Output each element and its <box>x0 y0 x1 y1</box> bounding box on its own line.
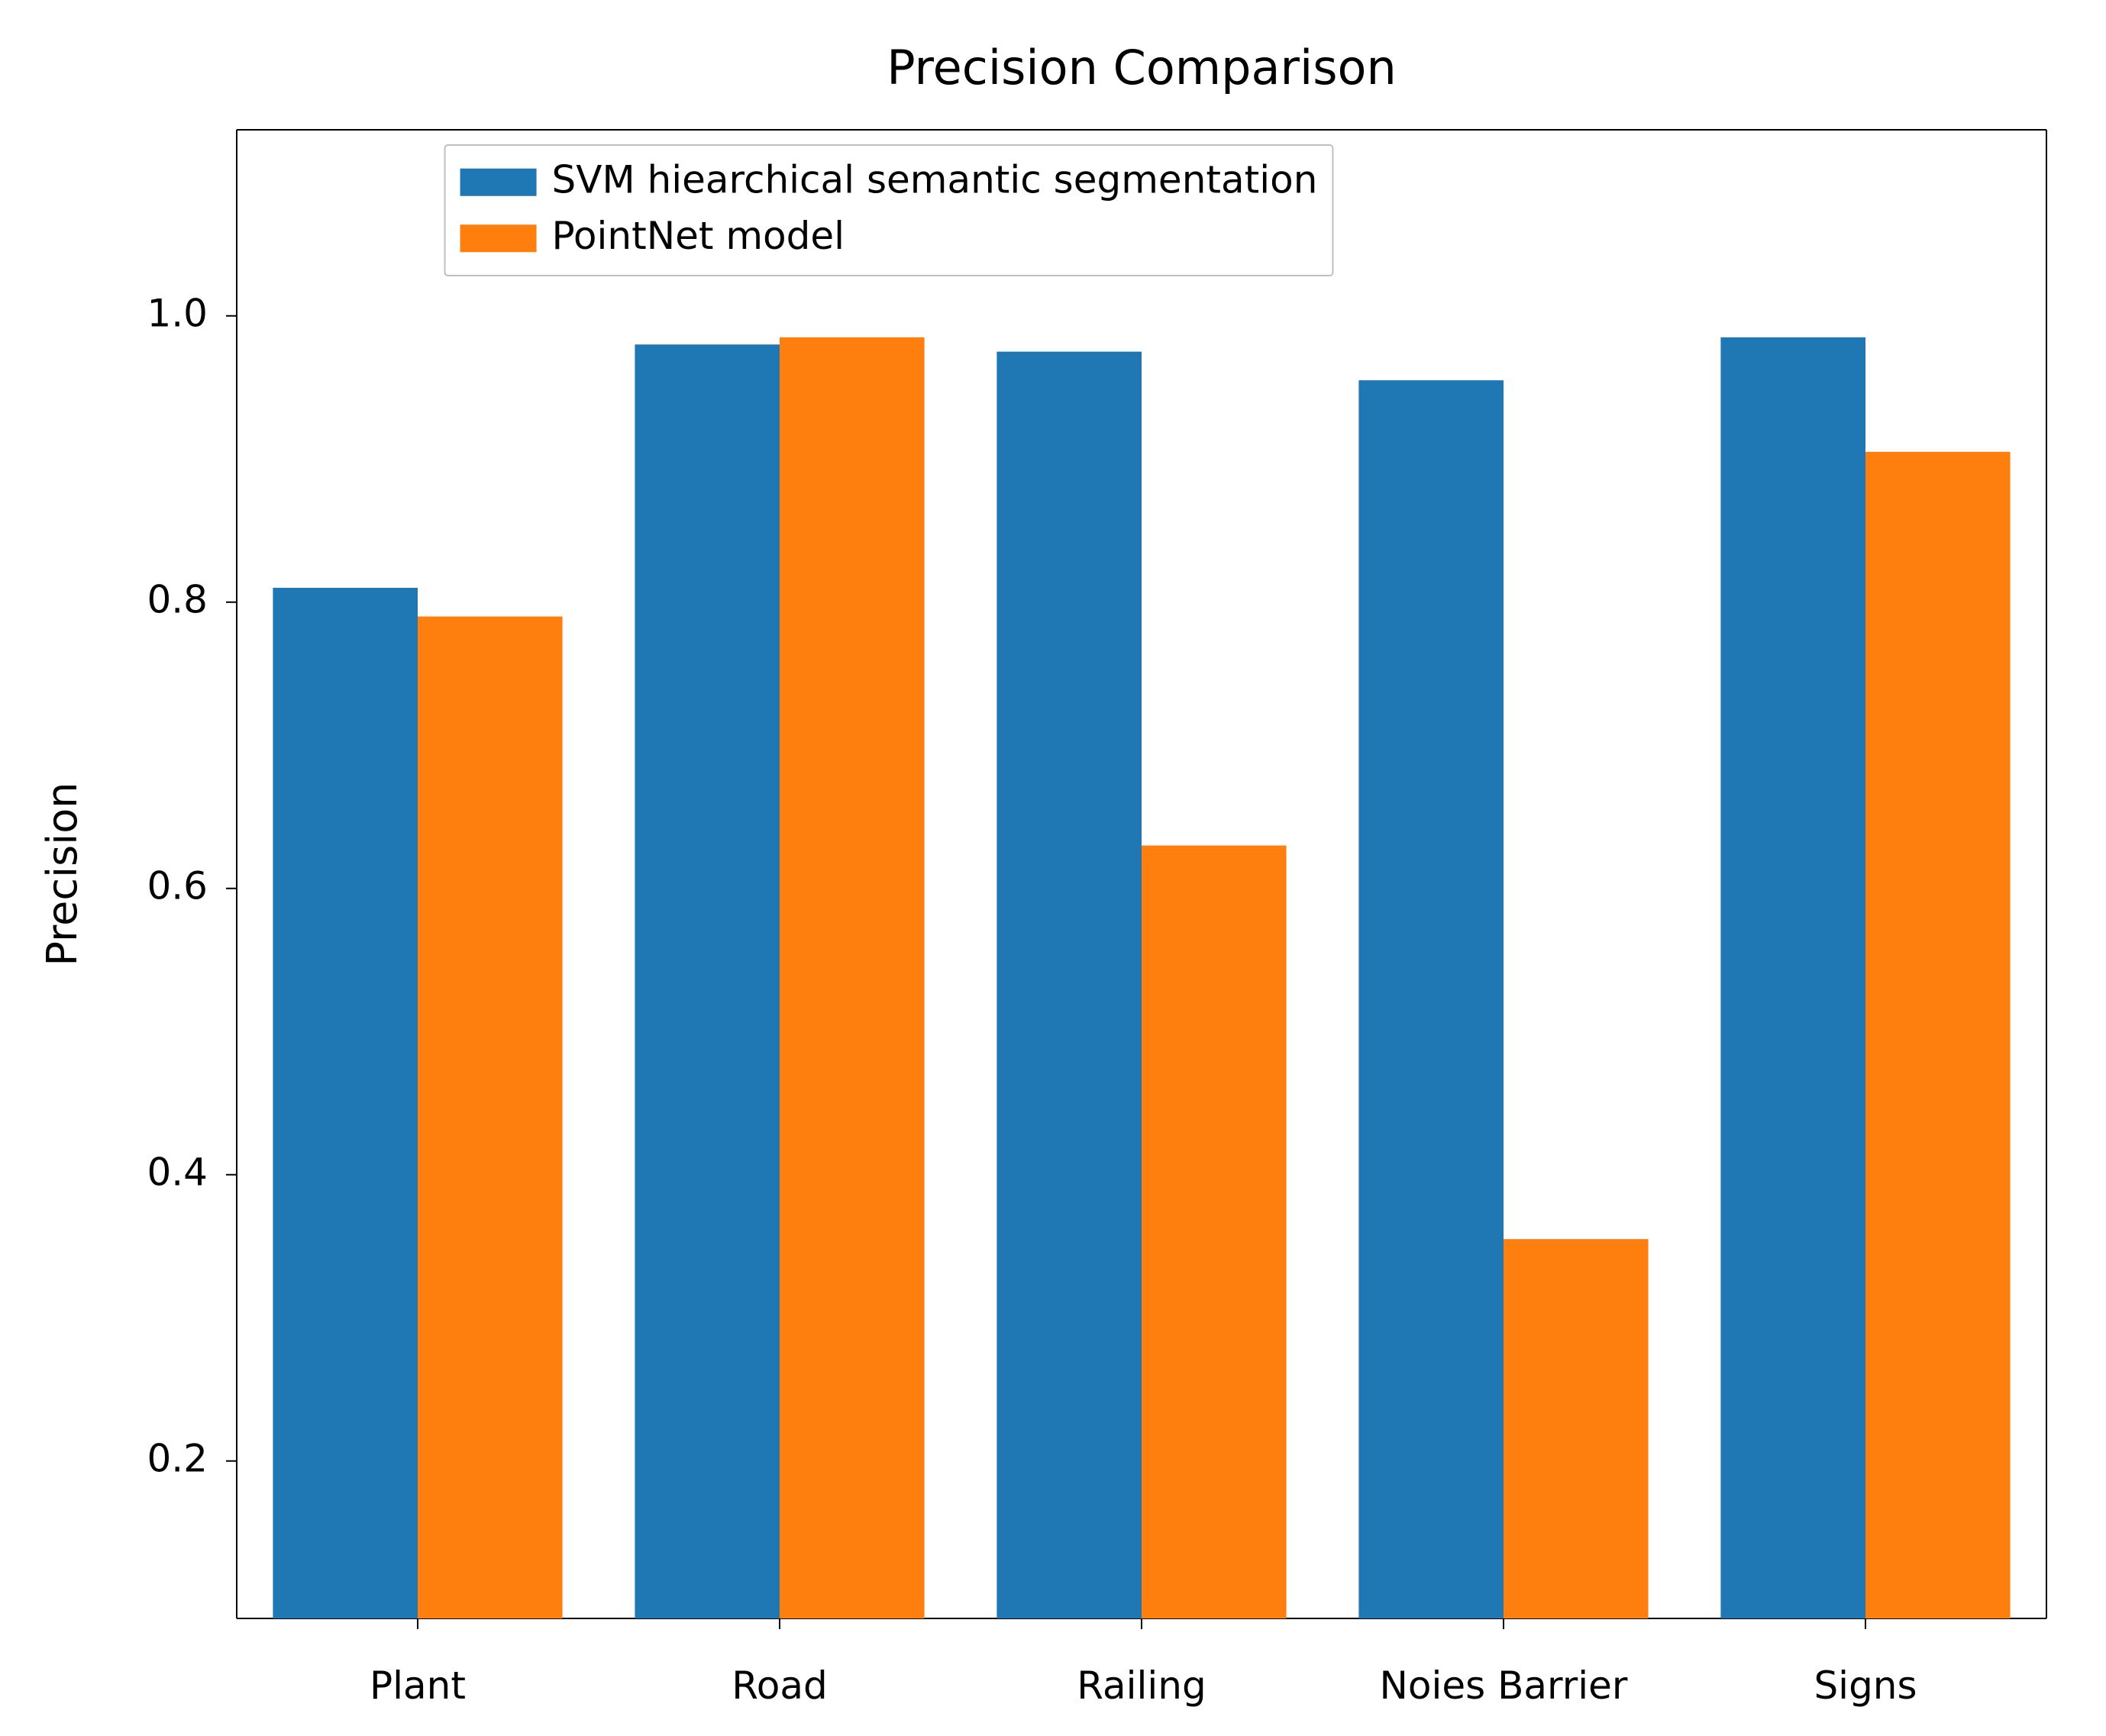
precision-bar-chart: Precision Comparison Precision 0.2 0.4 0.6 0.… <box>0 0 2106 1736</box>
x-tick-label: Signs <box>1814 1663 1917 1708</box>
bar <box>418 617 563 1619</box>
y-tick-label: 0.2 <box>147 1436 208 1480</box>
y-tick-label: 0.4 <box>147 1150 208 1194</box>
legend: SVM hiearchical semantic segmentation Poi… <box>445 145 1333 276</box>
bar <box>1142 846 1287 1619</box>
chart-container: Precision Comparison Precision 0.2 0.4 0.6 0.… <box>0 0 2106 1736</box>
x-tick-label: Railing <box>1077 1663 1206 1708</box>
bar <box>273 588 418 1618</box>
bar <box>996 352 1142 1618</box>
legend-label: PointNet model <box>552 214 845 258</box>
bar <box>1504 1239 1649 1618</box>
legend-swatch <box>460 224 537 252</box>
chart-title: Precision Comparison <box>887 40 1397 95</box>
bar <box>635 344 780 1618</box>
y-tick-label: 0.6 <box>147 863 208 908</box>
bar <box>1358 380 1504 1618</box>
bar <box>780 337 925 1618</box>
x-tick-label: Road <box>732 1663 827 1708</box>
x-tick-label: Noies Barrier <box>1380 1663 1628 1708</box>
x-tick-label: Plant <box>370 1663 466 1708</box>
bar <box>1720 337 1865 1618</box>
y-axis-label: Precision <box>38 782 86 966</box>
legend-swatch <box>460 169 537 196</box>
bar <box>1865 452 2011 1618</box>
y-tick-label: 1.0 <box>147 291 208 335</box>
legend-label: SVM hiearchical semantic segmentation <box>552 157 1318 202</box>
y-tick-label: 0.8 <box>147 577 208 621</box>
